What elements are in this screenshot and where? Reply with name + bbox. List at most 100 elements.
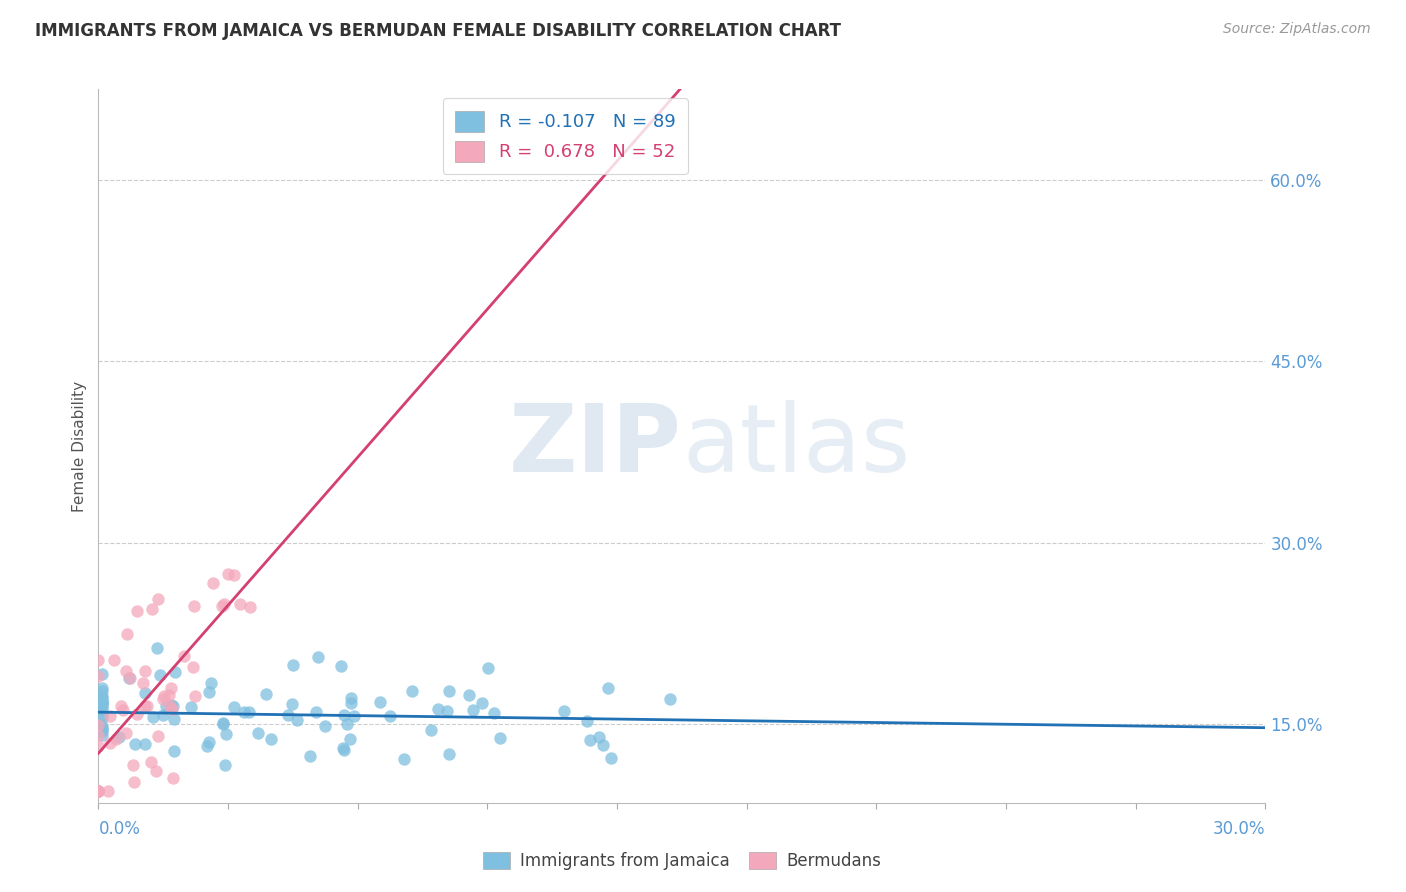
Point <box>162 699 184 714</box>
Point <box>336 717 359 731</box>
Point <box>394 752 416 766</box>
Point <box>598 681 620 696</box>
Point <box>553 704 575 718</box>
Point <box>281 697 304 711</box>
Text: ZIP: ZIP <box>509 400 682 492</box>
Point <box>155 698 177 713</box>
Point <box>339 732 361 747</box>
Point <box>142 710 165 724</box>
Point <box>87 739 110 753</box>
Point <box>91 667 114 681</box>
Point <box>576 714 599 728</box>
Point <box>87 783 110 797</box>
Point <box>160 698 183 713</box>
Point <box>254 687 277 701</box>
Point <box>212 597 235 611</box>
Point <box>87 669 110 683</box>
Point <box>146 729 169 743</box>
Point <box>98 736 121 750</box>
Point <box>91 719 114 733</box>
Point <box>307 650 329 665</box>
Point <box>217 567 239 582</box>
Point <box>277 708 299 723</box>
Point <box>458 688 481 702</box>
Point <box>91 708 114 723</box>
Point <box>139 755 162 769</box>
Point <box>87 783 110 797</box>
Point <box>333 708 356 723</box>
Point <box>91 695 114 709</box>
Point <box>222 700 245 714</box>
Point <box>125 706 148 721</box>
Point <box>180 700 202 714</box>
Point <box>91 723 114 738</box>
Point <box>304 706 326 720</box>
Point <box>117 671 139 685</box>
Point <box>145 764 167 778</box>
Point <box>173 648 195 663</box>
Point <box>91 684 114 698</box>
Point <box>115 725 138 739</box>
Legend: Immigrants from Jamaica, Bermudans: Immigrants from Jamaica, Bermudans <box>477 845 887 877</box>
Point <box>134 686 156 700</box>
Point <box>299 749 322 764</box>
Point <box>239 600 262 615</box>
Point <box>378 709 401 723</box>
Point <box>600 750 623 764</box>
Text: 0.0%: 0.0% <box>98 820 141 838</box>
Point <box>134 737 156 751</box>
Point <box>333 743 356 757</box>
Point <box>118 672 141 686</box>
Point <box>135 698 157 713</box>
Point <box>368 695 391 709</box>
Point <box>104 732 127 747</box>
Point <box>238 706 260 720</box>
Point <box>124 737 146 751</box>
Point <box>112 703 135 717</box>
Point <box>339 691 361 706</box>
Point <box>259 731 281 746</box>
Text: Source: ZipAtlas.com: Source: ZipAtlas.com <box>1223 22 1371 37</box>
Point <box>122 775 145 789</box>
Point <box>578 733 600 747</box>
Point <box>314 719 336 733</box>
Point <box>340 696 363 710</box>
Point <box>224 568 246 582</box>
Point <box>160 681 183 695</box>
Point <box>212 717 235 731</box>
Point <box>163 744 186 758</box>
Point <box>658 691 681 706</box>
Point <box>420 723 443 737</box>
Point <box>247 726 270 740</box>
Point <box>436 704 458 718</box>
Point <box>141 601 163 615</box>
Point <box>91 702 114 716</box>
Point <box>127 604 149 618</box>
Point <box>477 661 499 675</box>
Point <box>149 667 172 681</box>
Point <box>183 599 205 614</box>
Point <box>146 591 169 606</box>
Point <box>103 653 125 667</box>
Point <box>588 731 610 745</box>
Point <box>152 692 174 706</box>
Point <box>215 727 238 741</box>
Point <box>157 688 180 702</box>
Point <box>163 665 186 680</box>
Point <box>439 747 461 761</box>
Point <box>87 783 110 797</box>
Point <box>471 697 494 711</box>
Point <box>195 739 218 754</box>
Point <box>97 783 120 797</box>
Point <box>184 689 207 703</box>
Point <box>114 664 136 678</box>
Point <box>91 696 114 710</box>
Point <box>181 660 204 674</box>
Point <box>482 706 505 720</box>
Point <box>163 712 186 726</box>
Point <box>110 699 132 714</box>
Point <box>401 683 423 698</box>
Point <box>91 681 114 695</box>
Point <box>198 735 221 749</box>
Point <box>281 657 304 672</box>
